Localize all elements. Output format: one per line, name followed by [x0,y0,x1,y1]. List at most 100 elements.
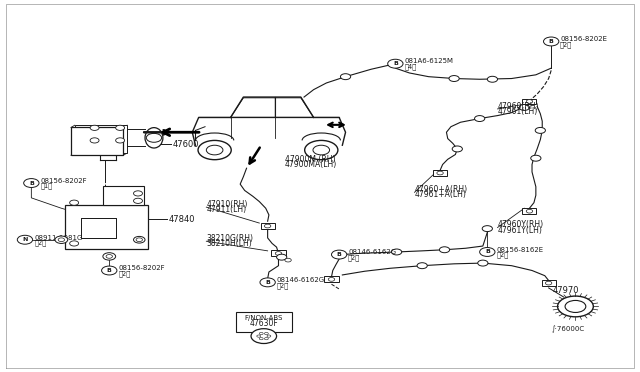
Text: 47900M (RH): 47900M (RH) [285,155,335,164]
Circle shape [531,155,541,161]
Circle shape [102,266,117,275]
Text: 47961(LH): 47961(LH) [497,107,538,116]
Text: ∫·76000C: ∫·76000C [551,326,584,333]
Circle shape [264,337,268,340]
Text: 08146-6162G: 08146-6162G [276,277,324,283]
Circle shape [392,249,402,255]
Circle shape [24,179,39,187]
Text: 〈4〉: 〈4〉 [404,63,417,70]
Circle shape [259,337,263,340]
Text: 47911(LH): 47911(LH) [206,205,246,214]
Text: 08156-8162E: 08156-8162E [496,247,543,253]
Circle shape [437,171,444,175]
Circle shape [134,191,143,196]
Circle shape [449,76,460,81]
Circle shape [103,253,116,260]
Text: N: N [22,237,28,242]
Circle shape [328,278,335,281]
Circle shape [259,333,263,335]
Circle shape [58,238,65,241]
Circle shape [526,209,532,213]
Circle shape [417,263,428,269]
Text: 47970: 47970 [553,286,580,295]
Text: 47900MA(LH): 47900MA(LH) [285,160,337,169]
Text: 〈2〉: 〈2〉 [560,41,572,48]
Circle shape [477,260,488,266]
Text: B: B [393,61,398,66]
Circle shape [90,125,99,131]
Text: 47910(RH): 47910(RH) [206,200,248,209]
Circle shape [388,59,403,68]
FancyBboxPatch shape [271,250,285,256]
Circle shape [487,76,497,82]
Circle shape [116,138,125,143]
Circle shape [136,238,143,241]
Text: 081A6-6125M: 081A6-6125M [404,58,453,64]
Circle shape [206,145,223,155]
Text: 47960+A(RH): 47960+A(RH) [415,185,468,194]
Text: 〈2〉: 〈2〉 [276,282,289,289]
Circle shape [479,247,495,256]
Circle shape [482,226,492,232]
Text: 47961Y(LH): 47961Y(LH) [497,225,543,235]
Circle shape [106,254,113,258]
Circle shape [285,258,291,262]
Text: B: B [265,280,270,285]
Circle shape [257,335,260,337]
Circle shape [267,335,271,337]
Circle shape [526,100,532,103]
FancyBboxPatch shape [522,208,536,214]
Circle shape [264,224,271,228]
Circle shape [134,198,143,203]
Circle shape [260,278,275,287]
Text: 〈2〉: 〈2〉 [348,254,360,261]
Text: 08146-6162G: 08146-6162G [348,249,396,255]
Text: 47600: 47600 [173,140,199,149]
Text: 47961+A(LH): 47961+A(LH) [415,190,467,199]
FancyBboxPatch shape [71,128,124,155]
Text: F/NON-ABS: F/NON-ABS [244,315,283,321]
Text: 08156-8202F: 08156-8202F [41,178,88,184]
Text: 08911-1081G: 08911-1081G [35,234,83,241]
Ellipse shape [145,128,163,148]
Circle shape [116,125,125,131]
Text: 47630F: 47630F [250,319,278,328]
Circle shape [134,236,145,243]
Text: 38210G(RH): 38210G(RH) [206,234,253,243]
Text: 08156-8202F: 08156-8202F [118,265,165,271]
Circle shape [557,296,593,317]
FancyBboxPatch shape [260,223,275,229]
Text: 47960(RH): 47960(RH) [497,102,539,111]
FancyBboxPatch shape [81,218,116,238]
Circle shape [70,241,79,246]
Circle shape [70,200,79,205]
Circle shape [440,247,450,253]
Circle shape [313,145,330,155]
FancyBboxPatch shape [541,280,556,286]
Circle shape [519,105,529,110]
FancyBboxPatch shape [103,186,145,205]
Circle shape [452,146,463,152]
Circle shape [543,37,559,46]
Text: B: B [485,250,490,254]
Text: 08156-8202E: 08156-8202E [560,36,607,42]
Text: 〈2〉: 〈2〉 [35,240,47,246]
Circle shape [276,254,287,260]
Text: 47840: 47840 [169,215,195,224]
Circle shape [565,301,586,312]
FancyBboxPatch shape [324,276,339,282]
Text: B: B [29,180,34,186]
FancyBboxPatch shape [65,205,148,249]
Text: B: B [107,268,112,273]
Text: 〈2〉: 〈2〉 [496,251,509,258]
Circle shape [90,138,99,143]
Circle shape [264,333,268,335]
Text: 〈2〉: 〈2〉 [118,270,131,277]
FancyBboxPatch shape [81,218,116,238]
Circle shape [147,134,162,142]
Circle shape [332,250,347,259]
FancyBboxPatch shape [522,99,536,105]
Circle shape [535,128,545,134]
Text: 〈1〉: 〈1〉 [41,183,53,189]
Circle shape [17,235,33,244]
